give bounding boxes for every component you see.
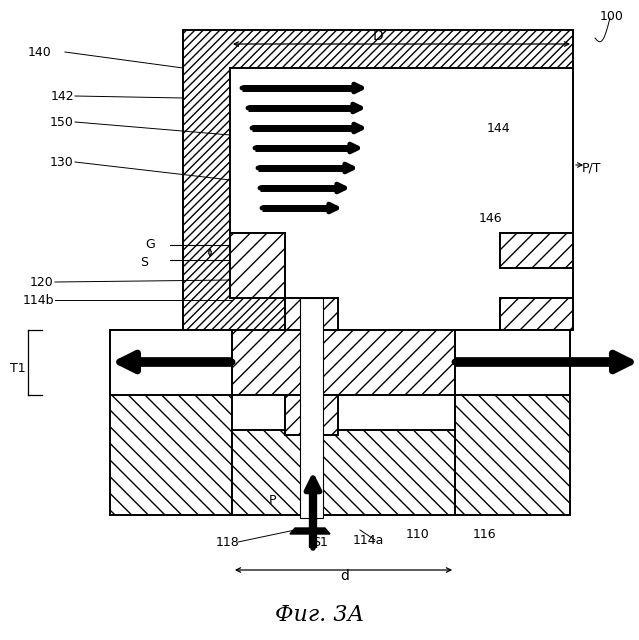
Text: 116: 116 bbox=[472, 529, 496, 541]
Bar bbox=[285, 395, 338, 435]
Bar bbox=[232, 430, 455, 515]
Bar bbox=[500, 233, 573, 268]
Bar bbox=[232, 330, 455, 395]
Text: Фиг. 3А: Фиг. 3А bbox=[275, 604, 365, 626]
Bar bbox=[500, 298, 573, 330]
Text: 120: 120 bbox=[30, 275, 54, 289]
Bar bbox=[455, 330, 570, 395]
Text: 114b: 114b bbox=[22, 294, 54, 307]
Text: 114a: 114a bbox=[352, 534, 383, 547]
Text: 100: 100 bbox=[600, 10, 624, 24]
Bar bbox=[455, 330, 570, 515]
Bar bbox=[110, 330, 232, 395]
Polygon shape bbox=[230, 68, 573, 330]
Text: 146: 146 bbox=[478, 211, 502, 225]
Text: S1: S1 bbox=[312, 536, 328, 548]
Bar bbox=[300, 298, 323, 518]
Text: S: S bbox=[140, 257, 148, 269]
Polygon shape bbox=[290, 528, 330, 534]
Text: 110: 110 bbox=[406, 529, 430, 541]
Text: P: P bbox=[268, 493, 276, 506]
Bar bbox=[285, 298, 338, 330]
Text: 118: 118 bbox=[216, 536, 240, 548]
Text: d: d bbox=[341, 569, 350, 583]
Text: 142: 142 bbox=[50, 90, 74, 102]
Bar bbox=[110, 330, 232, 515]
Text: G: G bbox=[145, 239, 155, 252]
Bar bbox=[183, 30, 573, 330]
Bar bbox=[230, 233, 285, 298]
Text: 140: 140 bbox=[28, 45, 52, 58]
Text: D: D bbox=[373, 29, 383, 43]
Text: T1: T1 bbox=[10, 362, 26, 374]
Text: 130: 130 bbox=[50, 156, 74, 168]
Text: 150: 150 bbox=[50, 115, 74, 129]
Text: 112: 112 bbox=[534, 383, 558, 397]
Text: 144: 144 bbox=[486, 122, 510, 134]
Text: P/T: P/T bbox=[582, 161, 601, 175]
